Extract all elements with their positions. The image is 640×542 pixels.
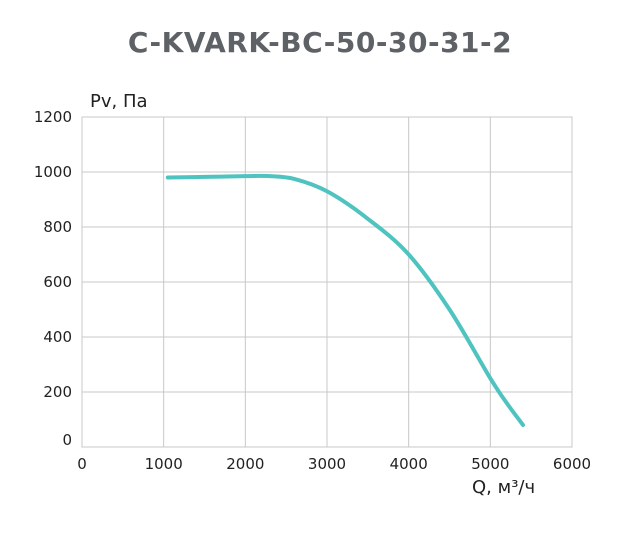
y-tick-label: 800 (43, 218, 72, 236)
chart-title: C-KVARK-BC-50-30-31-2 (127, 26, 513, 59)
x-tick-label: 4000 (390, 455, 428, 473)
x-tick-label: 3000 (308, 455, 346, 473)
x-tick-label: 2000 (226, 455, 264, 473)
y-tick-label: 1000 (34, 163, 72, 181)
y-axis-label: Pv, Па (90, 91, 148, 112)
y-tick-label: 1200 (34, 108, 72, 126)
x-tick-label: 5000 (471, 455, 509, 473)
x-tick-label: 6000 (553, 455, 591, 473)
y-tick-labels: 0 200 400 600 800 1000 1200 (34, 108, 72, 449)
x-tick-label: 0 (77, 455, 87, 473)
series-group (165, 173, 525, 427)
x-tick-labels: 0 1000 2000 3000 4000 5000 6000 (77, 455, 591, 473)
y-tick-label: 0 (62, 431, 72, 449)
y-tick-label: 200 (43, 383, 72, 401)
grid (82, 117, 572, 447)
y-tick-label: 400 (43, 328, 72, 346)
x-axis-label: Q, м³/ч (472, 477, 535, 498)
series-line (165, 173, 525, 427)
x-tick-label: 1000 (145, 455, 183, 473)
y-tick-label: 600 (43, 273, 72, 291)
